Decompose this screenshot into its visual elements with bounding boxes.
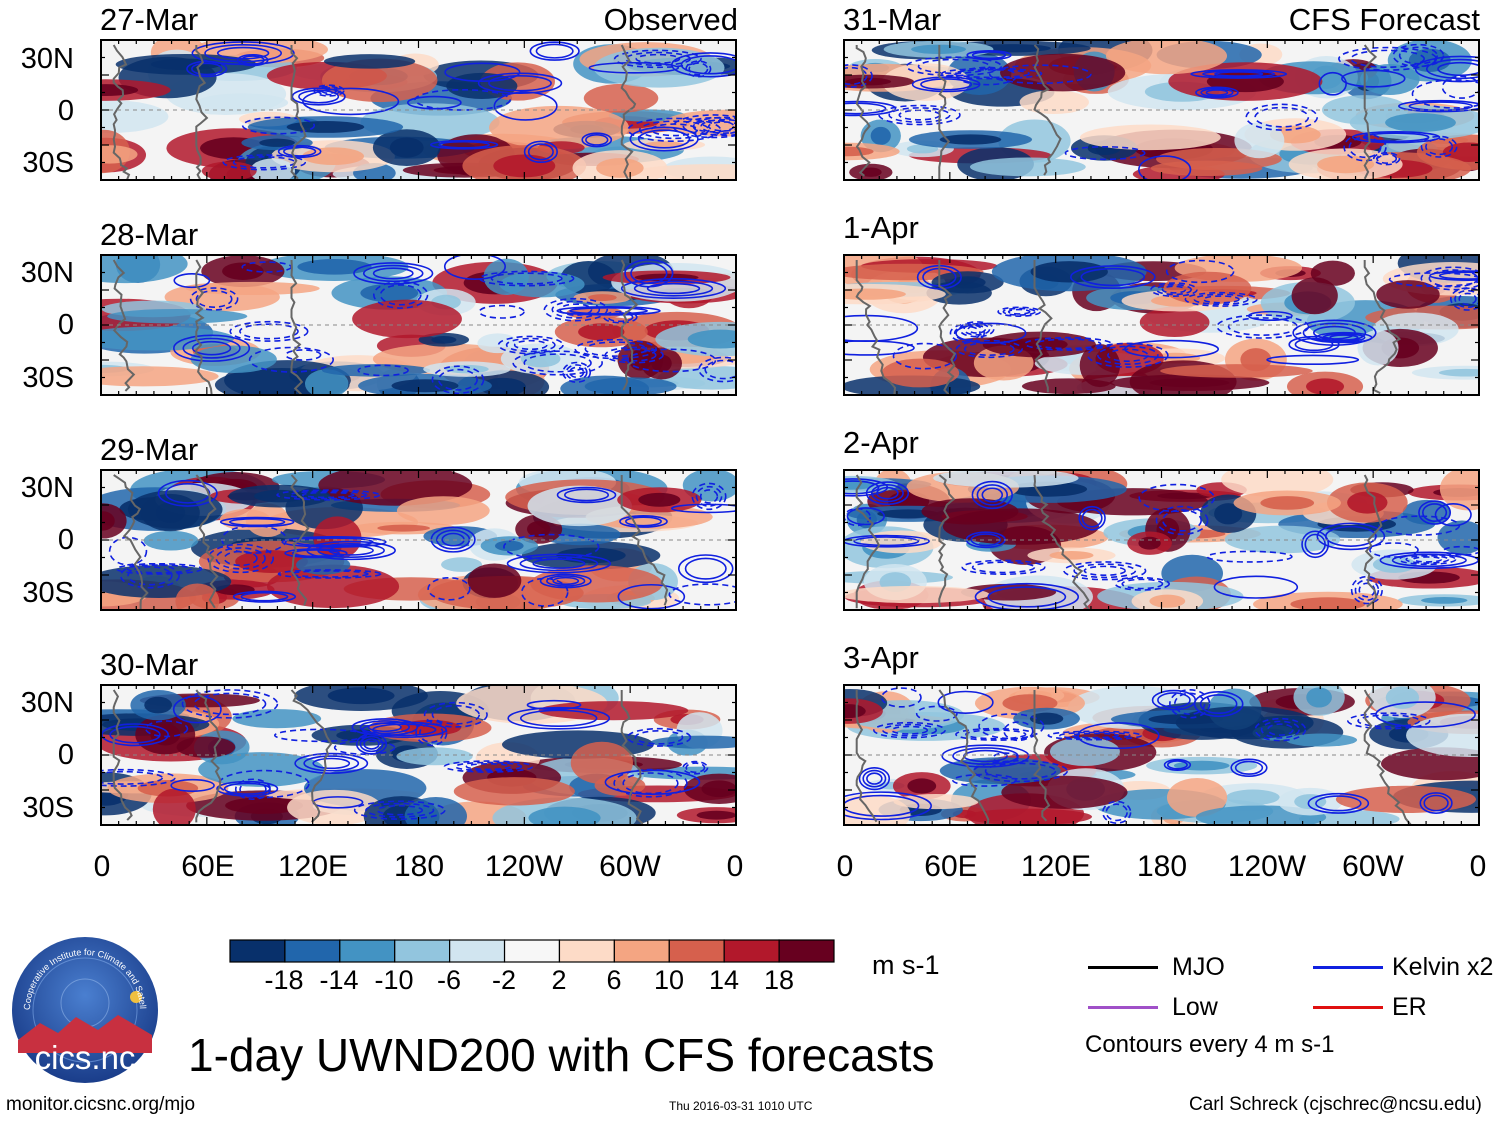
map-panel-28-Mar bbox=[100, 254, 737, 396]
colorbar-units: m s-1 bbox=[872, 950, 940, 980]
panel-date-31-mar: 31-Mar bbox=[843, 2, 942, 37]
xtick: 180 bbox=[1136, 850, 1188, 883]
xtick: 60E bbox=[924, 850, 978, 883]
colorbar-swatch bbox=[668, 939, 725, 963]
panel-date-3-apr: 3-Apr bbox=[843, 640, 919, 675]
ytick-30n: 30N bbox=[20, 43, 74, 75]
panel-date-30-mar: 30-Mar bbox=[100, 647, 199, 682]
xtick: 0 bbox=[93, 850, 111, 883]
footer-author: Carl Schreck (cjschrec@ncsu.edu) bbox=[1189, 1094, 1482, 1115]
ytick-30s: 30S bbox=[22, 577, 74, 609]
legend-label-kelvin: Kelvin x2 bbox=[1392, 953, 1494, 981]
colorbar-label: -14 bbox=[319, 965, 359, 995]
legend-line-low bbox=[1088, 1006, 1158, 1009]
legend-line-mjo bbox=[1088, 966, 1158, 969]
xtick: 60E bbox=[181, 850, 235, 883]
map-panel-30-Mar bbox=[100, 684, 737, 826]
map-panel-2-Apr bbox=[843, 469, 1480, 611]
colorbar-swatch bbox=[558, 939, 615, 963]
ytick-eq: 0 bbox=[57, 95, 74, 127]
ytick-30n: 30N bbox=[20, 687, 74, 719]
footer-url[interactable]: monitor.cicsnc.org/mjo bbox=[6, 1094, 196, 1115]
colorbar-label: 6 bbox=[606, 965, 622, 995]
map-panel-3-Apr bbox=[843, 684, 1480, 826]
colorbar-swatch bbox=[284, 939, 341, 963]
colorbar-label: 10 bbox=[653, 965, 685, 995]
colorbar-swatch bbox=[339, 939, 396, 963]
observed-header: Observed bbox=[603, 2, 738, 37]
ytick-30n: 30N bbox=[20, 257, 74, 289]
ytick-30s: 30S bbox=[22, 362, 74, 394]
map-panel-27-Mar bbox=[100, 39, 737, 181]
xtick: 120E bbox=[277, 850, 349, 883]
legend-label-mjo: MJO bbox=[1172, 953, 1225, 981]
xtick: 120W bbox=[484, 850, 564, 883]
xtick: 60W bbox=[599, 850, 661, 883]
ytick-eq: 0 bbox=[57, 524, 74, 556]
xtick: 180 bbox=[393, 850, 445, 883]
xtick: 0 bbox=[836, 850, 854, 883]
cicsnc-logo: Cooperative Institute for Climate and Sa… bbox=[10, 935, 158, 1083]
legend-line-er bbox=[1313, 1006, 1383, 1009]
ytick-eq: 0 bbox=[57, 309, 74, 341]
colorbar-swatch bbox=[503, 939, 561, 963]
panel-date-29-mar: 29-Mar bbox=[100, 432, 199, 467]
colorbar-swatch bbox=[723, 939, 780, 963]
panel-date-28-mar: 28-Mar bbox=[100, 217, 199, 252]
colorbar-label: -6 bbox=[436, 965, 461, 995]
legend-line-kelvin bbox=[1313, 966, 1383, 969]
xtick: 0 bbox=[726, 850, 744, 883]
ytick-30s: 30S bbox=[22, 147, 74, 179]
logo-text: cics.nc bbox=[35, 1039, 136, 1076]
xtick: 60W bbox=[1342, 850, 1404, 883]
xtick: 0 bbox=[1469, 850, 1487, 883]
cfs-forecast-header: CFS Forecast bbox=[1288, 2, 1480, 37]
chart-title: 1-day UWND200 with CFS forecasts bbox=[188, 1029, 935, 1081]
map-panel-31-Mar bbox=[843, 39, 1480, 181]
legend-label-low: Low bbox=[1172, 993, 1218, 1021]
panel-date-1-apr: 1-Apr bbox=[843, 210, 919, 245]
colorbar-swatch bbox=[449, 939, 506, 963]
panel-date-2-apr: 2-Apr bbox=[843, 425, 919, 460]
contour-note: Contours every 4 m s-1 bbox=[1085, 1031, 1335, 1058]
colorbar-label: -2 bbox=[491, 965, 516, 995]
ytick-eq: 0 bbox=[57, 739, 74, 771]
colorbar-swatch bbox=[778, 939, 835, 963]
colorbar-label: 2 bbox=[551, 965, 567, 995]
colorbar-swatch bbox=[229, 939, 286, 963]
colorbar bbox=[229, 939, 835, 963]
ytick-30s: 30S bbox=[22, 792, 74, 824]
xtick: 120E bbox=[1020, 850, 1092, 883]
colorbar-label: 18 bbox=[763, 965, 795, 995]
colorbar-label: 14 bbox=[708, 965, 740, 995]
colorbar-swatch bbox=[394, 939, 451, 963]
legend-label-er: ER bbox=[1392, 993, 1427, 1021]
hovmoller-panels bbox=[100, 39, 1480, 826]
colorbar-label: -18 bbox=[264, 965, 304, 995]
panel-date-27-mar: 27-Mar bbox=[100, 2, 199, 37]
map-panel-29-Mar bbox=[100, 469, 737, 611]
footer-timestamp: Thu 2016-03-31 1010 UTC bbox=[669, 1099, 813, 1113]
ytick-30n: 30N bbox=[20, 472, 74, 504]
colorbar-swatch bbox=[613, 939, 670, 963]
map-panel-1-Apr bbox=[843, 254, 1480, 396]
xtick: 120W bbox=[1227, 850, 1307, 883]
colorbar-label: -10 bbox=[374, 965, 414, 995]
